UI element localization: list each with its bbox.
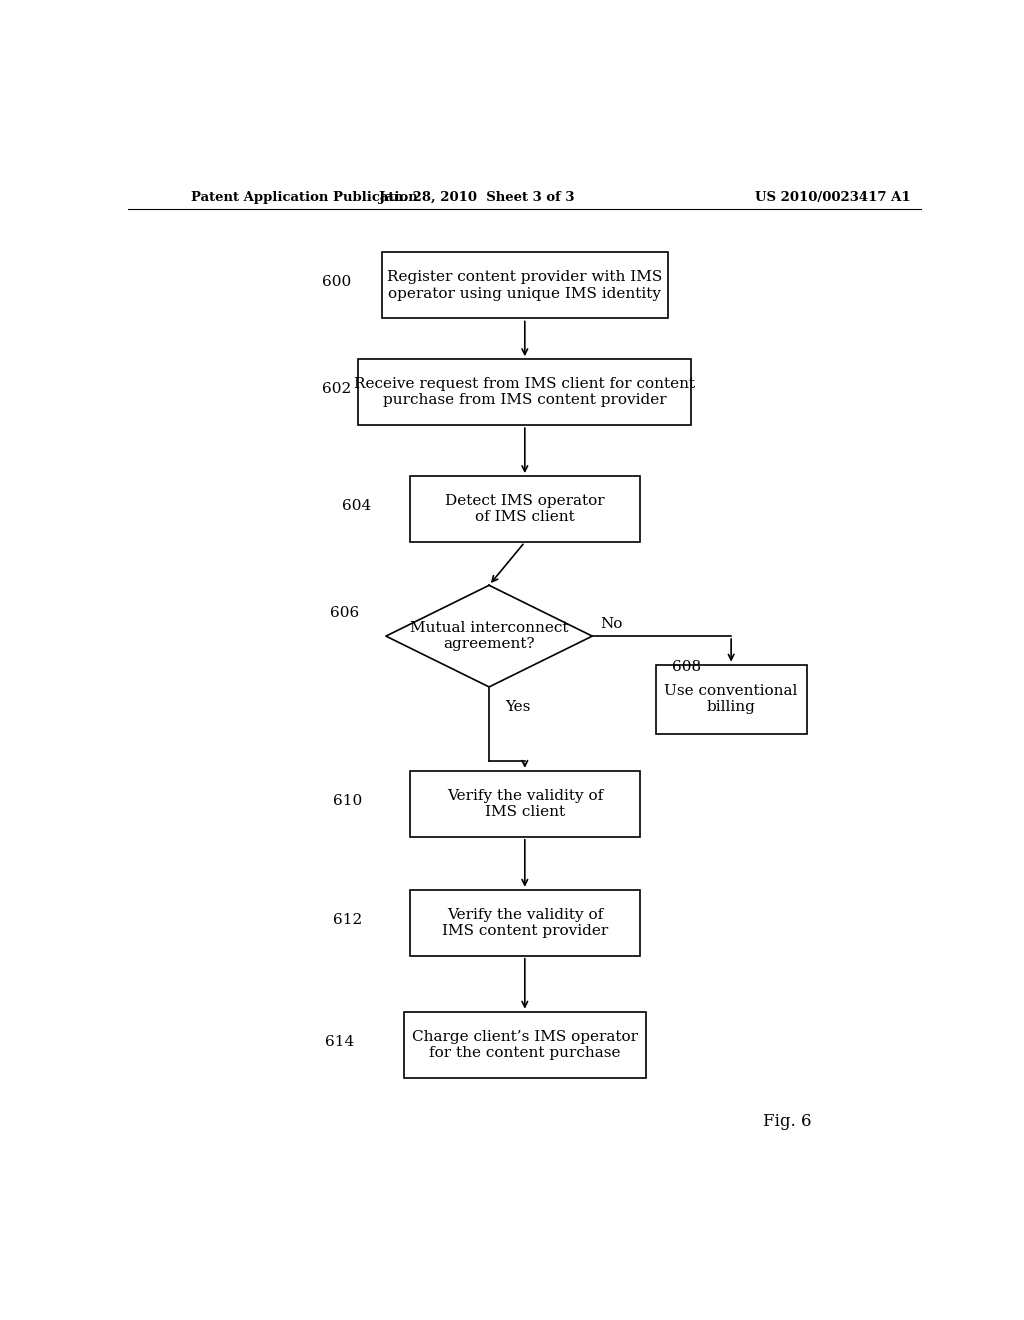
FancyBboxPatch shape: [410, 771, 640, 837]
FancyBboxPatch shape: [403, 1011, 646, 1077]
FancyBboxPatch shape: [655, 664, 807, 734]
Text: 614: 614: [325, 1035, 354, 1048]
Text: Patent Application Publication: Patent Application Publication: [191, 190, 418, 203]
FancyBboxPatch shape: [382, 252, 668, 318]
Text: 602: 602: [323, 381, 351, 396]
Text: 606: 606: [331, 606, 359, 619]
Text: Receive request from IMS client for content
purchase from IMS content provider: Receive request from IMS client for cont…: [354, 378, 695, 408]
Text: Yes: Yes: [505, 700, 530, 714]
Text: 600: 600: [323, 276, 351, 289]
Text: 610: 610: [333, 793, 362, 808]
Text: 608: 608: [672, 660, 700, 673]
Text: 604: 604: [342, 499, 372, 513]
Text: Mutual interconnect
agreement?: Mutual interconnect agreement?: [410, 620, 568, 651]
Text: No: No: [600, 616, 623, 631]
Text: Register content provider with IMS
operator using unique IMS identity: Register content provider with IMS opera…: [387, 271, 663, 301]
Text: Verify the validity of
IMS content provider: Verify the validity of IMS content provi…: [441, 908, 608, 937]
Text: US 2010/0023417 A1: US 2010/0023417 A1: [755, 190, 910, 203]
Text: Use conventional
billing: Use conventional billing: [665, 684, 798, 714]
Text: Verify the validity of
IMS client: Verify the validity of IMS client: [446, 789, 603, 818]
FancyBboxPatch shape: [410, 890, 640, 956]
FancyBboxPatch shape: [358, 359, 691, 425]
Text: Charge client’s IMS operator
for the content purchase: Charge client’s IMS operator for the con…: [412, 1030, 638, 1060]
FancyBboxPatch shape: [410, 477, 640, 543]
Text: Jan. 28, 2010  Sheet 3 of 3: Jan. 28, 2010 Sheet 3 of 3: [380, 190, 574, 203]
Text: Detect IMS operator
of IMS client: Detect IMS operator of IMS client: [445, 494, 604, 524]
Text: 612: 612: [333, 912, 362, 927]
Text: Fig. 6: Fig. 6: [763, 1114, 811, 1130]
